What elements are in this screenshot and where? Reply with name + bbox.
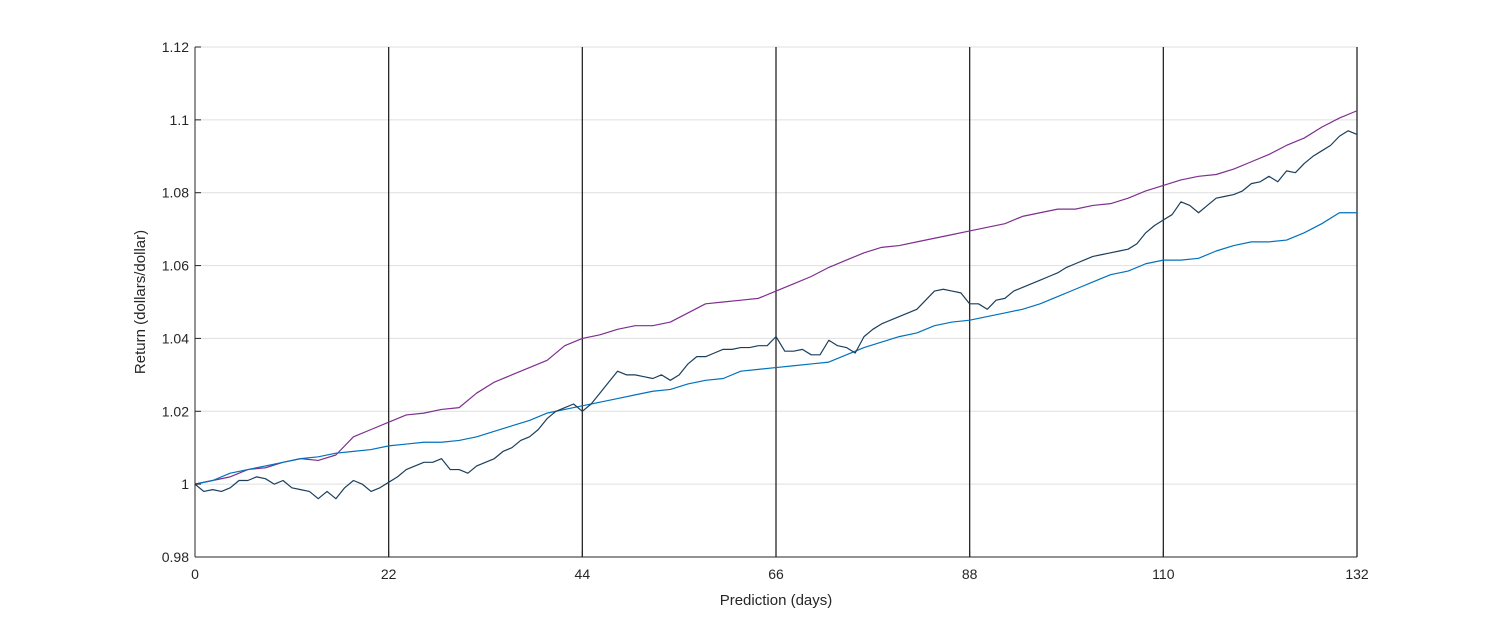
- y-axis-label: Return (dollars/dollar): [132, 230, 149, 374]
- x-ticks: 0 22 44 66 88 110 132: [191, 551, 1369, 582]
- y-tick-label-7: 1.12: [162, 39, 189, 55]
- y-ticks: 0.98 1 1.02 1.04 1.06 1.08 1.1 1.12: [162, 39, 201, 565]
- x-tick-label-6: 132: [1345, 566, 1369, 582]
- y-tick-label-6: 1.1: [170, 112, 190, 128]
- x-tick-label-1: 22: [381, 566, 397, 582]
- x-tick-label-5: 110: [1152, 566, 1175, 582]
- x-tick-label-4: 88: [962, 566, 978, 582]
- x-tick-label-0: 0: [191, 566, 199, 582]
- y-tick-label-0: 0.98: [162, 549, 189, 565]
- series-line-1: [194, 110, 1358, 485]
- y-tick-label-2: 1.02: [162, 403, 189, 419]
- x-axis-label: Prediction (days): [720, 592, 833, 609]
- y-tick-label-1: 1: [181, 476, 189, 492]
- y-tick-label-4: 1.06: [162, 258, 189, 274]
- series-line-2: [194, 212, 1357, 485]
- x-tick-label-2: 44: [575, 566, 591, 582]
- x-tick-label-3: 66: [768, 566, 784, 582]
- series-lines: [194, 110, 1358, 500]
- series-line-3: [194, 130, 1358, 500]
- y-tick-label-5: 1.08: [162, 185, 189, 201]
- y-tick-label-3: 1.04: [162, 330, 189, 346]
- vertical-reference-lines: [388, 47, 1358, 557]
